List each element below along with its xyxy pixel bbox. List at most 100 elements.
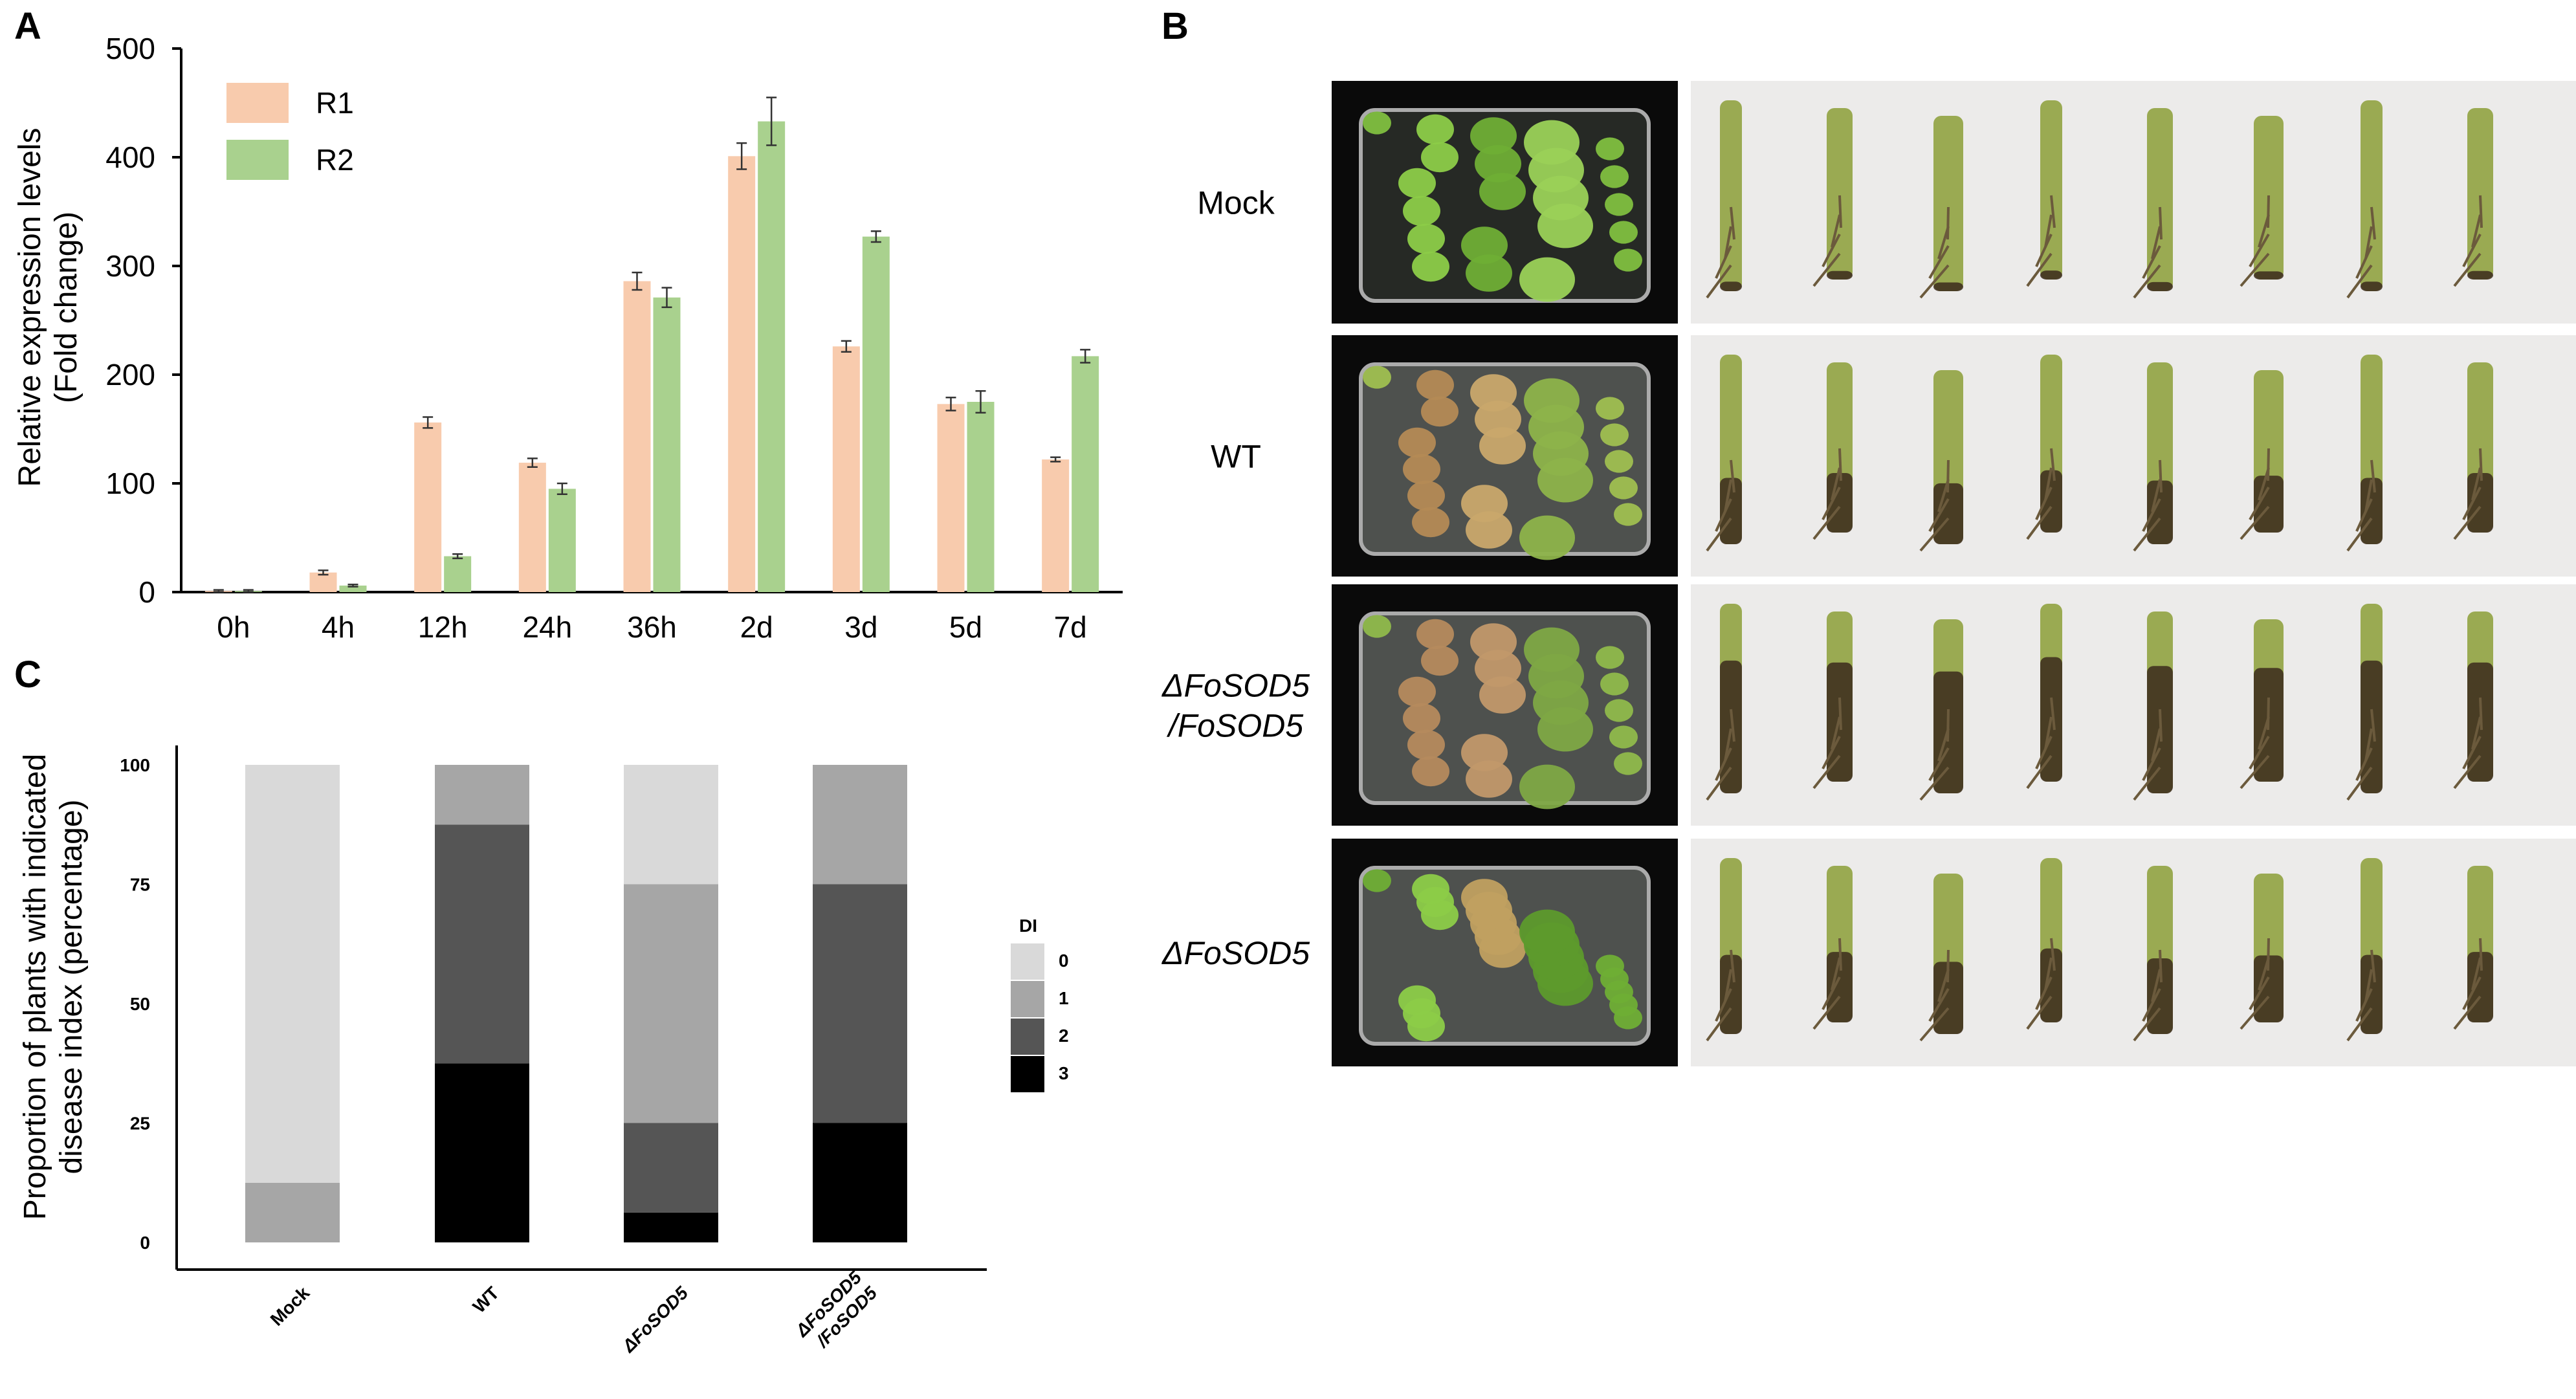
row-label: WT — [1211, 439, 1261, 475]
panel-b-row-4: ΔFoSOD5 — [1161, 839, 2576, 1066]
panel-b-row-2: WT — [1211, 335, 2576, 577]
bar-r2-5d — [967, 402, 995, 592]
legend-label-r2: R2 — [316, 143, 354, 177]
stack-segment-di-1 — [245, 1182, 340, 1242]
error-bar — [527, 457, 538, 468]
tray-photo — [1332, 335, 1678, 577]
legend-label-r1: R1 — [316, 86, 354, 120]
x-tick-label: ΔFoSOD5/FoSOD5 — [791, 1267, 881, 1352]
tray-photo — [1332, 81, 1678, 324]
legend-label-di-1: 1 — [1059, 988, 1069, 1008]
legend-swatch-di-3 — [1011, 1056, 1044, 1092]
stack-segment-di-2 — [435, 824, 529, 1064]
y-tick-label: 100 — [120, 755, 150, 775]
error-bar — [870, 230, 881, 243]
stem — [1720, 100, 1742, 291]
y-tick-label: 0 — [138, 575, 155, 609]
legend-swatch-di-2 — [1011, 1019, 1044, 1055]
x-tick-label: 4h — [322, 610, 355, 644]
bar-r2-2d — [758, 121, 786, 592]
stack-segment-di-1 — [624, 884, 718, 1123]
error-bar — [1050, 456, 1061, 463]
bar-r1-3d — [832, 346, 860, 592]
x-tick-label: ΔFoSOD5 — [618, 1283, 692, 1356]
panel-a-bars — [204, 96, 1099, 593]
stack-segment-di-3 — [435, 1063, 529, 1242]
error-bar — [945, 397, 956, 412]
stack-segment-di-1 — [813, 765, 907, 885]
bar-r2-4h — [339, 585, 367, 592]
svg-text:Mock: Mock — [267, 1283, 314, 1330]
row-label: ΔFoSOD5 — [1161, 668, 1310, 704]
panel-c-y-axis-title-line1: Proportion of plants with indicated — [18, 754, 52, 1220]
stack-segment-di-3 — [813, 1123, 907, 1242]
bar-r1-2d — [728, 156, 756, 592]
stack-segment-di-2 — [813, 884, 907, 1123]
stack-segment-di-1 — [435, 765, 529, 825]
error-bar — [975, 390, 986, 414]
x-tick-label: WT — [469, 1283, 503, 1317]
stem — [2147, 108, 2173, 291]
bar-r1-36h — [623, 281, 651, 592]
error-bar — [243, 589, 254, 593]
error-bar — [736, 142, 747, 170]
svg-text:ΔFoSOD5: ΔFoSOD5 — [618, 1283, 692, 1356]
x-tick-label: 2d — [740, 610, 773, 644]
svg-text:WT: WT — [469, 1283, 503, 1317]
y-tick-label: 25 — [130, 1114, 150, 1134]
stem-photo — [1691, 584, 2576, 826]
panel-c-legend: DI 0 1 2 3 — [1011, 916, 1069, 1092]
y-tick-label: 300 — [105, 249, 155, 283]
bar-r2-36h — [653, 297, 681, 592]
stack-segment-di-3 — [624, 1212, 718, 1242]
x-tick-label: Mock — [267, 1283, 314, 1330]
bar-r1-4h — [309, 572, 337, 592]
x-tick-label: 7d — [1054, 610, 1087, 644]
panel-b-label: B — [1161, 5, 1189, 47]
error-bar — [423, 416, 434, 429]
bar-r2-24h — [548, 489, 576, 592]
panel-a-legend: R1 R2 — [226, 83, 354, 180]
error-bar — [347, 583, 358, 588]
legend-swatch-di-1 — [1011, 981, 1044, 1017]
y-tick-label: 500 — [105, 32, 155, 65]
tray-photo — [1332, 839, 1678, 1066]
panel-c-bars — [245, 765, 907, 1242]
bar-r2-12h — [444, 556, 472, 592]
y-tick-label: 0 — [140, 1233, 150, 1253]
tray-photo — [1332, 584, 1678, 826]
bar-r1-24h — [518, 463, 546, 592]
error-bar — [766, 96, 777, 146]
legend-swatch-r2 — [226, 140, 289, 180]
legend-label-di-3: 3 — [1059, 1063, 1069, 1083]
stack-segment-di-2 — [624, 1123, 718, 1213]
error-bar — [661, 287, 672, 309]
x-tick-label: 3d — [844, 610, 877, 644]
bar-r2-7d — [1072, 356, 1099, 592]
x-tick-label: 5d — [949, 610, 982, 644]
panel-c-x-ticks: Mock WT ΔFoSOD5 ΔFoSOD5/FoSOD5 — [267, 1267, 881, 1356]
row-label: Mock — [1197, 185, 1275, 221]
stem-photo — [1691, 81, 2576, 324]
y-tick-label: 400 — [105, 140, 155, 174]
stack-segment-di-0 — [245, 765, 340, 1183]
panel-c: C 0 25 50 75 100 Mock WT ΔFoSOD5 ΔFoSOD5/FoSOD5… — [14, 654, 1069, 1356]
panel-b-row-3: ΔFoSOD5/FoSOD5 — [1161, 584, 2576, 826]
error-bar — [632, 271, 643, 291]
stem — [2040, 100, 2062, 280]
error-bar — [1080, 349, 1091, 364]
panel-b-row-1: Mock — [1197, 81, 2576, 324]
x-tick-label: 12h — [418, 610, 468, 644]
legend-swatch-r1 — [226, 83, 289, 123]
error-bar — [556, 482, 567, 496]
x-tick-label: 36h — [627, 610, 677, 644]
stem-photo — [1691, 335, 2576, 577]
x-tick-label: 0h — [217, 610, 250, 644]
panel-a-y-axis-title-line2: (Fold change) — [49, 212, 83, 403]
y-tick-label: 50 — [130, 994, 150, 1014]
legend-label-di-0: 0 — [1059, 951, 1069, 971]
bar-r1-12h — [414, 422, 442, 592]
